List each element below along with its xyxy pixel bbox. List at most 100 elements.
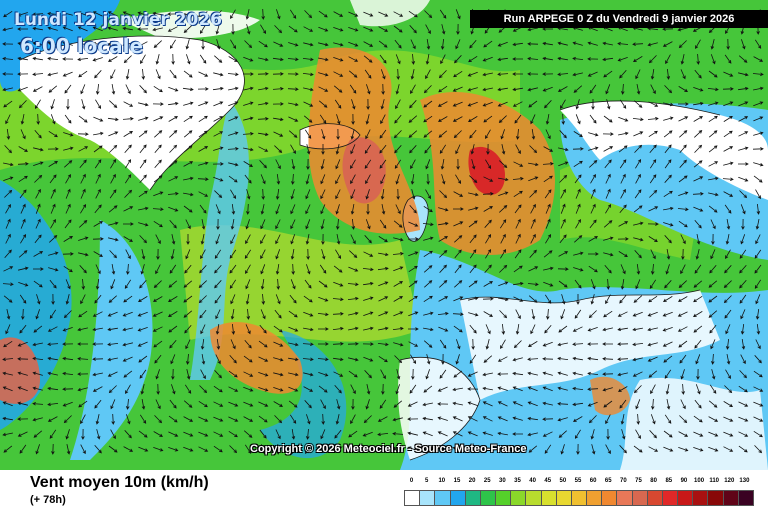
wind-arrow	[171, 384, 176, 395]
wind-arrow	[260, 279, 265, 290]
wind-arrow	[348, 11, 359, 17]
wind-arrow	[471, 338, 475, 350]
wind-arrow	[63, 235, 74, 242]
wind-arrow	[560, 203, 566, 214]
wind-arrow	[693, 160, 703, 168]
wind-arrow	[51, 443, 55, 455]
wind-arrow	[482, 447, 493, 451]
wind-arrow	[288, 357, 299, 362]
wind-arrow	[48, 267, 59, 272]
wind-arrow	[617, 311, 628, 317]
wind-arrow	[64, 160, 73, 168]
wind-arrow	[664, 280, 672, 289]
wind-arrow	[228, 416, 239, 422]
wind-arrow	[50, 203, 56, 214]
wind-arrow	[198, 101, 209, 107]
wind-arrow	[590, 203, 596, 214]
wind-arrow	[708, 280, 718, 288]
wind-arrow	[93, 131, 104, 136]
wind-arrow	[80, 203, 87, 214]
wind-arrow	[738, 131, 749, 137]
wind-arrow	[425, 69, 431, 80]
wind-arrow	[17, 86, 28, 92]
wind-arrow	[5, 218, 11, 229]
wind-arrow	[258, 40, 268, 48]
wind-arrow	[200, 339, 205, 350]
legend-label: 110	[709, 478, 720, 484]
wind-arrow	[107, 357, 118, 362]
wind-arrow	[407, 431, 418, 436]
legend-swatch	[526, 491, 542, 505]
wind-arrow	[80, 188, 86, 199]
wind-arrow	[424, 280, 433, 288]
wind-arrow	[678, 431, 689, 437]
wind-arrow	[48, 130, 58, 138]
wind-arrow	[185, 353, 190, 365]
wind-arrow	[123, 222, 134, 226]
wind-arrow	[364, 370, 372, 379]
wind-arrow	[617, 357, 629, 361]
wind-arrow	[65, 188, 71, 199]
wind-arrow	[273, 41, 284, 47]
wind-arrow	[65, 203, 71, 214]
wind-arrow	[605, 444, 611, 455]
wind-arrow	[681, 248, 685, 260]
wind-arrow	[108, 237, 119, 242]
wind-arrow	[169, 39, 176, 49]
wind-arrow	[137, 341, 148, 347]
wind-arrow	[32, 402, 44, 406]
wind-arrow	[138, 355, 148, 363]
wind-arrow	[169, 399, 177, 409]
wind-arrow	[723, 295, 732, 304]
wind-arrow	[275, 204, 281, 215]
wind-arrow	[77, 387, 88, 392]
wind-arrow	[92, 386, 103, 392]
legend-label: 60	[589, 478, 597, 484]
wind-arrow	[302, 72, 314, 77]
wind-arrow	[500, 233, 506, 244]
wind-arrow	[648, 101, 659, 107]
wind-arrow	[573, 85, 583, 93]
wind-arrow	[636, 84, 641, 95]
wind-arrow	[108, 205, 118, 213]
wind-arrow	[723, 431, 734, 437]
wind-arrow	[619, 204, 627, 214]
wind-arrow	[572, 402, 584, 407]
wind-arrow	[35, 203, 41, 214]
wind-arrow	[557, 56, 568, 61]
legend-label: 80	[650, 478, 657, 484]
wind-arrow	[4, 189, 13, 198]
wind-arrow	[290, 204, 296, 215]
wind-arrow	[602, 57, 614, 62]
wind-arrow	[722, 177, 734, 181]
wind-arrow	[3, 100, 13, 108]
wind-arrow	[169, 264, 177, 274]
wind-arrow	[201, 354, 206, 365]
wind-arrow	[726, 38, 730, 50]
wind-arrow	[423, 85, 432, 94]
wind-arrow	[709, 324, 717, 334]
legend-labels: 0 5 10 15 20 25 30 35 40 45 50 55 60 65 70 75 80 85 90 100 1…	[400, 478, 752, 488]
wind-arrow	[138, 190, 148, 198]
wind-arrow	[738, 101, 749, 107]
wind-arrow	[423, 236, 434, 241]
wind-arrow	[214, 370, 222, 379]
wind-arrow	[275, 429, 281, 440]
wind-arrow	[351, 113, 355, 125]
wind-arrow	[527, 56, 539, 61]
wind-arrow	[692, 192, 704, 196]
legend-swatch	[405, 491, 421, 505]
legend-label: 50	[559, 478, 567, 484]
wind-arrow	[139, 369, 147, 379]
wind-arrow	[66, 444, 71, 455]
wind-arrow	[243, 430, 253, 438]
wind-arrow	[6, 128, 11, 140]
wind-arrow	[426, 39, 431, 50]
legend-swatch	[420, 491, 436, 505]
wind-arrow	[167, 26, 178, 32]
wind-arrow	[198, 431, 209, 437]
wind-arrow	[695, 249, 700, 260]
wind-arrow	[348, 41, 359, 47]
wind-arrow	[439, 339, 447, 349]
wind-arrow	[260, 24, 267, 35]
